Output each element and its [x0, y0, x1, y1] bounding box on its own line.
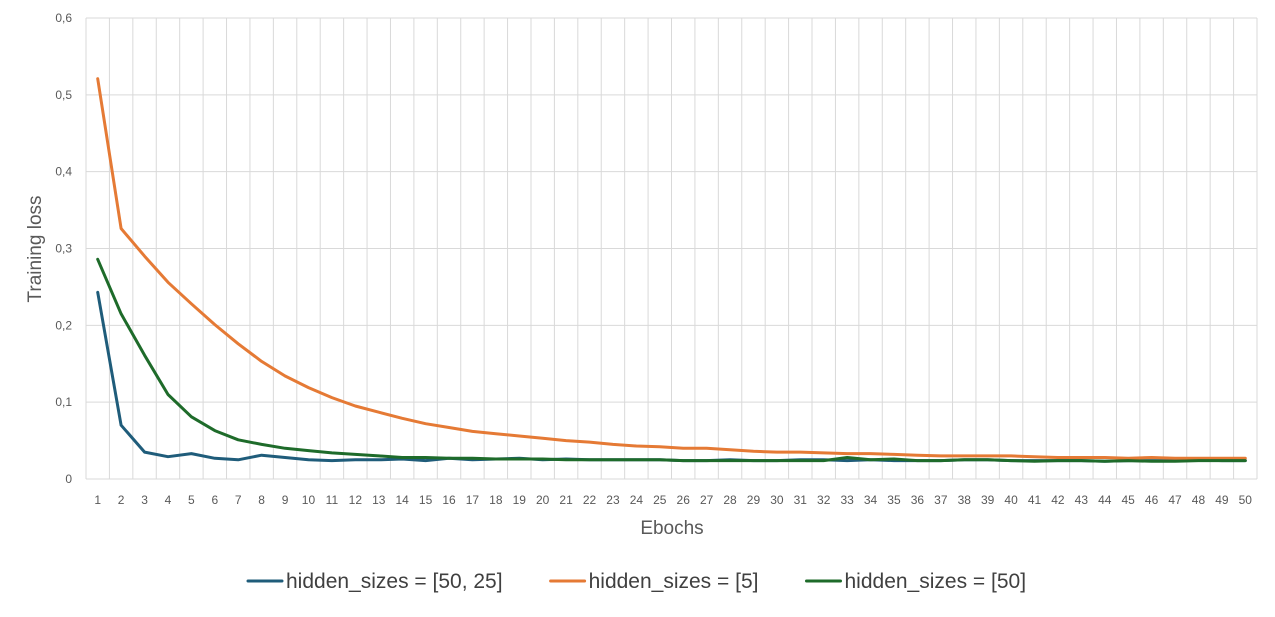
- x-tick-label: 47: [1168, 493, 1182, 507]
- legend-label: hidden_sizes = [50]: [845, 570, 1027, 593]
- x-tick-label: 4: [165, 493, 172, 507]
- legend-item-3: hidden_sizes = [50]: [805, 570, 1027, 593]
- x-tick-label: 6: [211, 493, 218, 507]
- x-tick-label: 41: [1028, 493, 1042, 507]
- x-tick-label: 10: [302, 493, 316, 507]
- x-tick-label: 38: [958, 493, 972, 507]
- x-tick-label: 30: [770, 493, 784, 507]
- x-tick-label: 16: [442, 493, 456, 507]
- x-tick-label: 48: [1192, 493, 1206, 507]
- x-tick-label: 26: [677, 493, 691, 507]
- x-tick-label: 1: [94, 493, 101, 507]
- x-tick-label: 46: [1145, 493, 1159, 507]
- y-tick-label: 0,1: [55, 395, 72, 409]
- x-tick-label: 37: [934, 493, 948, 507]
- x-tick-label: 19: [513, 493, 527, 507]
- x-axis-title: Ebochs: [640, 518, 703, 539]
- x-tick-label: 49: [1215, 493, 1229, 507]
- x-tick-label: 2: [118, 493, 125, 507]
- x-tick-label: 15: [419, 493, 433, 507]
- y-tick-label: 0,2: [55, 318, 72, 332]
- x-tick-label: 42: [1051, 493, 1065, 507]
- x-tick-label: 14: [395, 493, 409, 507]
- x-tick-label: 31: [794, 493, 808, 507]
- x-tick-label: 13: [372, 493, 386, 507]
- x-tick-label: 25: [653, 493, 667, 507]
- x-tick-label: 36: [911, 493, 925, 507]
- x-tick-label: 33: [840, 493, 854, 507]
- x-tick-label: 21: [559, 493, 573, 507]
- legend-label: hidden_sizes = [5]: [589, 570, 759, 593]
- x-tick-label: 28: [723, 493, 737, 507]
- x-tick-label: 32: [817, 493, 831, 507]
- y-tick-label: 0,3: [55, 242, 72, 256]
- legend-item-1: hidden_sizes = [50, 25]: [246, 570, 503, 593]
- series-layer: [96, 77, 1247, 463]
- y-tick-label: 0: [65, 472, 72, 486]
- series-line-2: [96, 77, 1247, 460]
- y-axis-title: Training loss: [25, 195, 46, 302]
- x-tick-label: 29: [747, 493, 761, 507]
- axis-layer: 00,10,20,30,40,50,61 2 3 4 5 6 7 8 9 10 11 12 13 14 15…: [55, 11, 1257, 507]
- legend-item-2: hidden_sizes = [5]: [549, 570, 759, 593]
- x-tick-label: 17: [466, 493, 480, 507]
- x-tick-label: 40: [1004, 493, 1018, 507]
- x-tick-label: 22: [583, 493, 597, 507]
- x-tick-label: 27: [700, 493, 714, 507]
- x-tick-label: 44: [1098, 493, 1112, 507]
- x-tick-label: 9: [282, 493, 289, 507]
- x-tick-label: 3: [141, 493, 148, 507]
- x-tick-label: 5: [188, 493, 195, 507]
- x-tick-label: 43: [1075, 493, 1089, 507]
- x-tick-label: 45: [1122, 493, 1136, 507]
- x-tick-label: 7: [235, 493, 242, 507]
- x-tick-label: 11: [326, 493, 339, 507]
- y-tick-label: 0,4: [55, 165, 72, 179]
- x-tick-label: 24: [630, 493, 644, 507]
- x-tick-label: 18: [489, 493, 503, 507]
- x-tick-label: 8: [258, 493, 265, 507]
- legend-label: hidden_sizes = [50, 25]: [286, 570, 503, 593]
- x-tick-label: 34: [864, 493, 878, 507]
- x-tick-label: 39: [981, 493, 995, 507]
- legend: hidden_sizes = [50, 25] hidden_sizes = [5…: [246, 570, 1027, 593]
- x-tick-label: 50: [1239, 493, 1253, 507]
- grid-layer: [85, 17, 1258, 479]
- x-tick-label: 12: [349, 493, 363, 507]
- x-tick-label: 23: [606, 493, 620, 507]
- series-line-3: [96, 257, 1247, 463]
- x-tick-label: 35: [887, 493, 901, 507]
- x-tick-label: 20: [536, 493, 550, 507]
- y-tick-label: 0,6: [55, 11, 72, 25]
- y-tick-label: 0,5: [55, 88, 72, 102]
